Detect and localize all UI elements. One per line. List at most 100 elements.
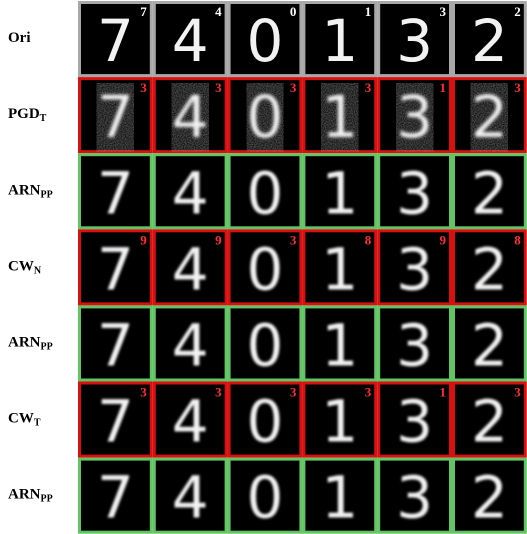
digit-glyph: 4 <box>172 311 209 379</box>
digit-image: 11 <box>302 1 377 77</box>
digit-image: 7 <box>78 153 153 229</box>
digit-glyph: 1 <box>321 83 358 151</box>
digit-glyph: 0 <box>247 388 284 456</box>
prediction-label: 3 <box>514 80 521 95</box>
prediction-label: 3 <box>290 232 297 247</box>
digit-glyph: 3 <box>396 388 433 456</box>
digit-glyph: 4 <box>172 464 209 532</box>
digit-glyph: 7 <box>97 388 134 456</box>
prediction-label: 3 <box>140 80 147 95</box>
prediction-label: 3 <box>514 385 521 400</box>
digit-glyph: 4 <box>172 83 209 151</box>
digit-image: 4 <box>153 305 228 381</box>
digit-glyph: 0 <box>247 311 284 379</box>
row-label-main: CW <box>8 411 34 427</box>
prediction-label: 3 <box>365 80 372 95</box>
digit-glyph: 3 <box>396 235 433 303</box>
digit-glyph: 3 <box>396 159 433 227</box>
digit-glyph: 1 <box>321 464 358 532</box>
row-label-subscript: PP <box>41 190 53 201</box>
digit-glyph: 2 <box>471 311 508 379</box>
digit-image: 4 <box>153 458 228 534</box>
digit-glyph: 0 <box>247 464 284 532</box>
digit-image: 3 <box>377 305 452 381</box>
digit-glyph: 2 <box>471 83 508 151</box>
digit-glyph: 1 <box>321 235 358 303</box>
digit-image: 73 <box>78 382 153 458</box>
row-label-subscript: PP <box>41 494 53 505</box>
row-label-main: ARN <box>8 183 41 199</box>
digit-glyph: 1 <box>321 388 358 456</box>
digit-glyph: 7 <box>97 159 134 227</box>
row-label: ARNPP <box>8 487 53 505</box>
row-label: PGDT <box>8 107 47 125</box>
digit-image: 31 <box>377 382 452 458</box>
digit-glyph: 2 <box>471 388 508 456</box>
digit-image: 3 <box>377 458 452 534</box>
prediction-label: 2 <box>514 4 521 19</box>
digit-glyph: 0 <box>247 235 284 303</box>
prediction-label: 4 <box>215 4 222 19</box>
prediction-label: 9 <box>440 232 447 247</box>
prediction-label: 8 <box>514 232 521 247</box>
digit-image: 2 <box>452 153 527 229</box>
prediction-label: 3 <box>140 385 147 400</box>
prediction-label: 3 <box>215 385 222 400</box>
digit-image: 7 <box>78 458 153 534</box>
prediction-label: 1 <box>440 385 447 400</box>
digit-image: 7 <box>78 305 153 381</box>
digit-glyph: 7 <box>97 464 134 532</box>
digit-glyph: 2 <box>471 7 508 75</box>
digit-image: 2 <box>452 458 527 534</box>
digit-glyph: 2 <box>471 235 508 303</box>
digit-glyph: 1 <box>321 311 358 379</box>
digit-image: 43 <box>153 382 228 458</box>
digit-image: 1 <box>302 153 377 229</box>
digit-glyph: 2 <box>471 159 508 227</box>
digit-glyph: 1 <box>321 159 358 227</box>
row-label-subscript: PP <box>41 342 53 353</box>
prediction-label: 1 <box>365 4 372 19</box>
row-label-subscript: N <box>34 266 42 277</box>
row-label: CWN <box>8 259 42 277</box>
digit-glyph: 7 <box>97 83 134 151</box>
row-label: ARNPP <box>8 335 53 353</box>
row-label-subscript: T <box>40 113 47 124</box>
digit-image: 1 <box>302 458 377 534</box>
digit-image: 23 <box>452 382 527 458</box>
row-label-subscript: T <box>34 418 41 429</box>
prediction-label: 3 <box>440 4 447 19</box>
row-label-main: ARN <box>8 335 41 351</box>
digit-glyph: 3 <box>396 83 433 151</box>
prediction-label: 3 <box>215 80 222 95</box>
prediction-label: 8 <box>365 232 372 247</box>
digit-glyph: 4 <box>172 159 209 227</box>
prediction-label: 0 <box>290 4 297 19</box>
prediction-label: 7 <box>140 4 147 19</box>
digit-glyph: 2 <box>471 464 508 532</box>
digit-glyph: 7 <box>97 311 134 379</box>
row-label-main: ARN <box>8 487 41 503</box>
digit-image: 0 <box>228 458 303 534</box>
digit-image: 49 <box>153 229 228 305</box>
digit-image: 39 <box>377 229 452 305</box>
prediction-label: 3 <box>365 385 372 400</box>
digit-image: 13 <box>302 382 377 458</box>
prediction-label: 9 <box>140 232 147 247</box>
digit-image: 73 <box>78 77 153 153</box>
prediction-label: 9 <box>215 232 222 247</box>
row-label-main: PGD <box>8 107 40 123</box>
digit-image: 0 <box>228 305 303 381</box>
digit-glyph: 0 <box>247 83 284 151</box>
digit-image: 3 <box>377 153 452 229</box>
